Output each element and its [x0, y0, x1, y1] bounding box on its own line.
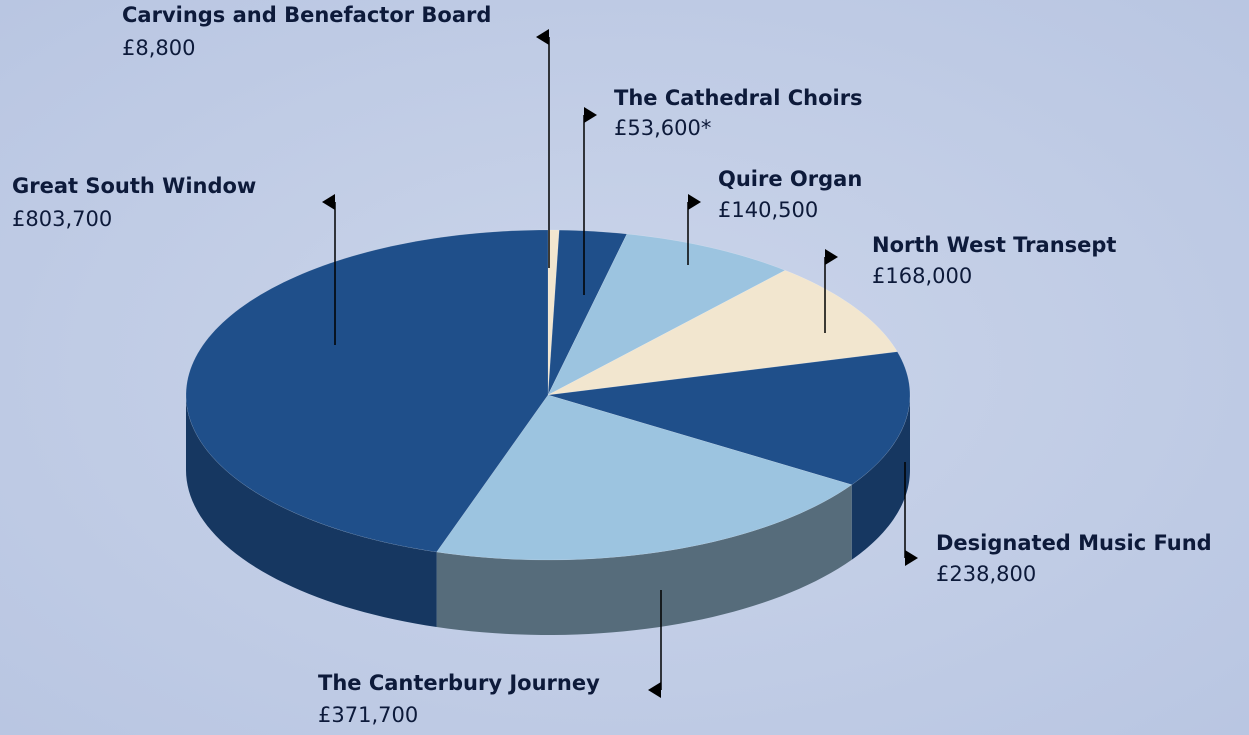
slice	[547, 233, 786, 396]
slice-name: The Cathedral Choirs	[614, 86, 863, 110]
leader-flag	[584, 107, 597, 123]
slice-value: £238,800	[936, 562, 1036, 586]
slice-name: Designated Music Fund	[936, 531, 1212, 555]
slice-value: £8,800	[122, 36, 195, 60]
slice-value: £803,700	[12, 207, 112, 231]
slice	[547, 270, 898, 396]
slice-name: Carvings and Benefactor Board	[122, 3, 491, 27]
slice-name: Quire Organ	[718, 167, 862, 191]
slice-value: £53,600*	[614, 116, 711, 140]
leader-flag	[688, 194, 701, 210]
slice-side	[851, 395, 910, 560]
slice	[185, 229, 549, 553]
slice-side	[186, 395, 437, 627]
slice-side	[436, 484, 852, 635]
leader-flag	[825, 249, 838, 265]
slice-value: £371,700	[318, 703, 418, 727]
leader-flag	[648, 682, 661, 698]
leader-flag	[536, 29, 549, 45]
slice	[547, 351, 911, 486]
leader-flag	[905, 550, 918, 566]
slice-value: £140,500	[718, 198, 818, 222]
slice-name: The Canterbury Journey	[318, 671, 600, 695]
slice-name: Great South Window	[12, 174, 256, 198]
leader-flag	[322, 194, 335, 210]
slice-value: £168,000	[872, 264, 972, 288]
slice	[436, 394, 853, 561]
slice	[547, 229, 628, 396]
slice-name: North West Transept	[872, 233, 1116, 257]
